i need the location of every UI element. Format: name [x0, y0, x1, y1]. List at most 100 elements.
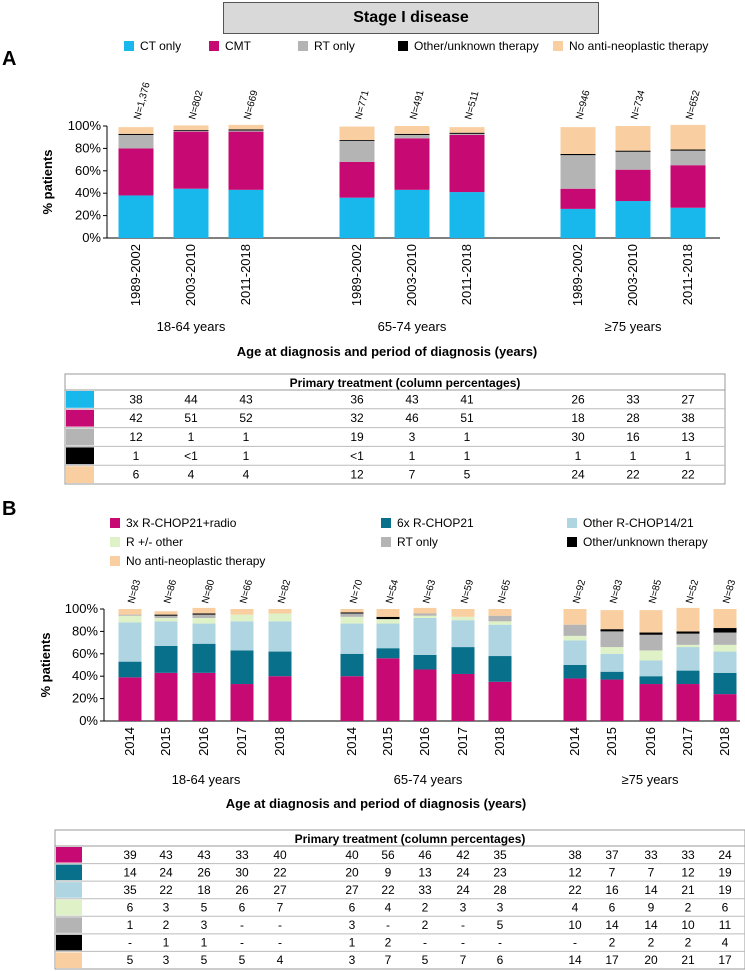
bar-b-14-1: [713, 672, 737, 695]
bar-a-0-3: [118, 133, 154, 135]
n-label-a-3: N=771: [353, 89, 371, 121]
legend-swatch-b-6: [110, 556, 120, 566]
bar-b-2-0: [192, 672, 216, 721]
bar-b-4-3: [268, 613, 292, 622]
n-label-b-6: N=54: [384, 578, 401, 605]
bar-a-5-0: [449, 192, 485, 238]
bar-a-3-2: [339, 140, 375, 162]
bar-b-4-2: [268, 621, 292, 652]
y-axis-label-b: % patients: [38, 632, 53, 697]
legend-swatch-b-4: [381, 537, 391, 547]
table-cell-a-1-8: 38: [681, 411, 695, 425]
bar-b-13-4: [676, 633, 700, 645]
legend-label-b-6: No anti-neoplastic therapy: [126, 554, 265, 568]
bar-a-5-4: [449, 127, 485, 133]
bar-b-7-1: [413, 654, 437, 670]
table-cell-b-2-10: 22: [568, 883, 582, 897]
table-cell-a-1-4: 46: [405, 411, 419, 425]
table-swatch-b-3: [56, 899, 82, 916]
n-label-b-7: N=63: [421, 578, 438, 605]
bar-a-5-3: [449, 132, 485, 134]
table-cell-b-5-11: 2: [609, 936, 616, 950]
table-cell-b-0-11: 37: [605, 848, 619, 862]
bar-b-13-2: [676, 647, 700, 671]
table-cell-b-5-14: 4: [722, 936, 729, 950]
bar-a-2-2: [228, 130, 264, 132]
table-swatch-a-4: [66, 466, 94, 483]
y-tick-label-a-4: 80%: [75, 140, 101, 155]
bar-b-9-0: [488, 681, 512, 721]
n-label-a-0: N=1,376: [132, 81, 153, 121]
table-cell-b-0-14: 24: [718, 848, 732, 862]
table-cell-b-2-3: 26: [235, 883, 249, 897]
legend-label-a-2: RT only: [314, 39, 355, 53]
n-label-b-3: N=66: [238, 578, 255, 605]
category-label-b-6: 2015: [380, 727, 395, 756]
table-cell-b-5-13: 2: [685, 936, 692, 950]
table-cell-b-5-10: -: [573, 936, 577, 950]
bar-b-3-2: [230, 621, 254, 651]
legend-swatch-a-0: [124, 41, 134, 51]
table-cell-b-3-7: 2: [422, 901, 429, 915]
bar-b-1-6: [154, 611, 178, 615]
table-cell-b-4-12: 14: [644, 918, 658, 932]
bar-b-12-3: [639, 650, 663, 661]
y-tick-label-a-1: 20%: [75, 208, 101, 223]
bar-b-14-4: [713, 632, 737, 645]
bar-a-1-3: [173, 129, 209, 131]
bar-b-5-1: [340, 653, 364, 677]
n-label-b-9: N=65: [496, 578, 513, 605]
table-cell-b-4-8: -: [461, 918, 465, 932]
bar-b-5-5: [340, 612, 364, 614]
bar-b-3-1: [230, 650, 254, 685]
bar-b-2-4: [192, 614, 216, 618]
bar-b-10-0: [563, 678, 587, 721]
bar-b-5-6: [340, 609, 364, 613]
table-cell-a-4-1: 4: [188, 468, 195, 482]
legend-label-b-5: Other/unknown therapy: [583, 535, 708, 549]
table-cell-b-0-13: 33: [681, 848, 695, 862]
legend-swatch-b-0: [110, 518, 120, 528]
n-label-b-0: N=83: [126, 578, 143, 605]
table-cell-b-5-4: -: [278, 936, 282, 950]
table-cell-a-2-2: 1: [243, 430, 250, 444]
n-label-b-8: N=59: [459, 578, 476, 605]
table-cell-a-1-5: 51: [460, 411, 474, 425]
table-cell-b-1-4: 22: [273, 865, 287, 879]
category-label-b-0: 2014: [122, 727, 137, 756]
table-cell-b-3-5: 6: [349, 901, 356, 915]
table-cell-b-6-5: 3: [349, 953, 356, 967]
table-cell-b-2-1: 22: [159, 883, 173, 897]
bar-b-14-6: [713, 609, 737, 629]
bar-b-10-3: [563, 635, 587, 641]
table-cell-b-3-0: 6: [127, 901, 134, 915]
table-cell-a-3-1: <1: [184, 449, 198, 463]
category-label-a-4: 2003-2010: [404, 244, 419, 306]
bar-b-2-1: [192, 643, 216, 673]
legend-swatch-a-2: [298, 41, 308, 51]
bar-b-2-3: [192, 617, 216, 624]
table-cell-b-4-3: -: [240, 918, 244, 932]
bar-a-8-4: [670, 124, 706, 150]
legend-swatch-a-1: [209, 41, 219, 51]
category-label-b-3: 2017: [234, 727, 249, 756]
y-tick-label-a-5: 100%: [68, 118, 102, 133]
table-cell-b-2-0: 35: [123, 883, 137, 897]
bar-b-12-5: [639, 632, 663, 635]
bar-a-6-1: [560, 188, 596, 209]
category-label-b-7: 2016: [417, 727, 432, 756]
legend-label-a-1: CMT: [225, 39, 252, 53]
bar-b-8-0: [451, 673, 475, 721]
table-cell-b-0-3: 33: [235, 848, 249, 862]
bar-a-6-0: [560, 208, 596, 238]
table-cell-b-0-5: 40: [345, 848, 359, 862]
y-tick-label-b-4: 80%: [72, 623, 98, 638]
table-cell-b-2-8: 24: [456, 883, 470, 897]
category-label-a-5: 2011-2018: [459, 244, 474, 305]
table-cell-b-6-8: 7: [460, 953, 467, 967]
legend-swatch-b-1: [381, 518, 391, 528]
table-cell-b-0-6: 56: [381, 848, 395, 862]
table-cell-b-4-9: 5: [497, 918, 504, 932]
legend-label-a-0: CT only: [140, 39, 181, 53]
